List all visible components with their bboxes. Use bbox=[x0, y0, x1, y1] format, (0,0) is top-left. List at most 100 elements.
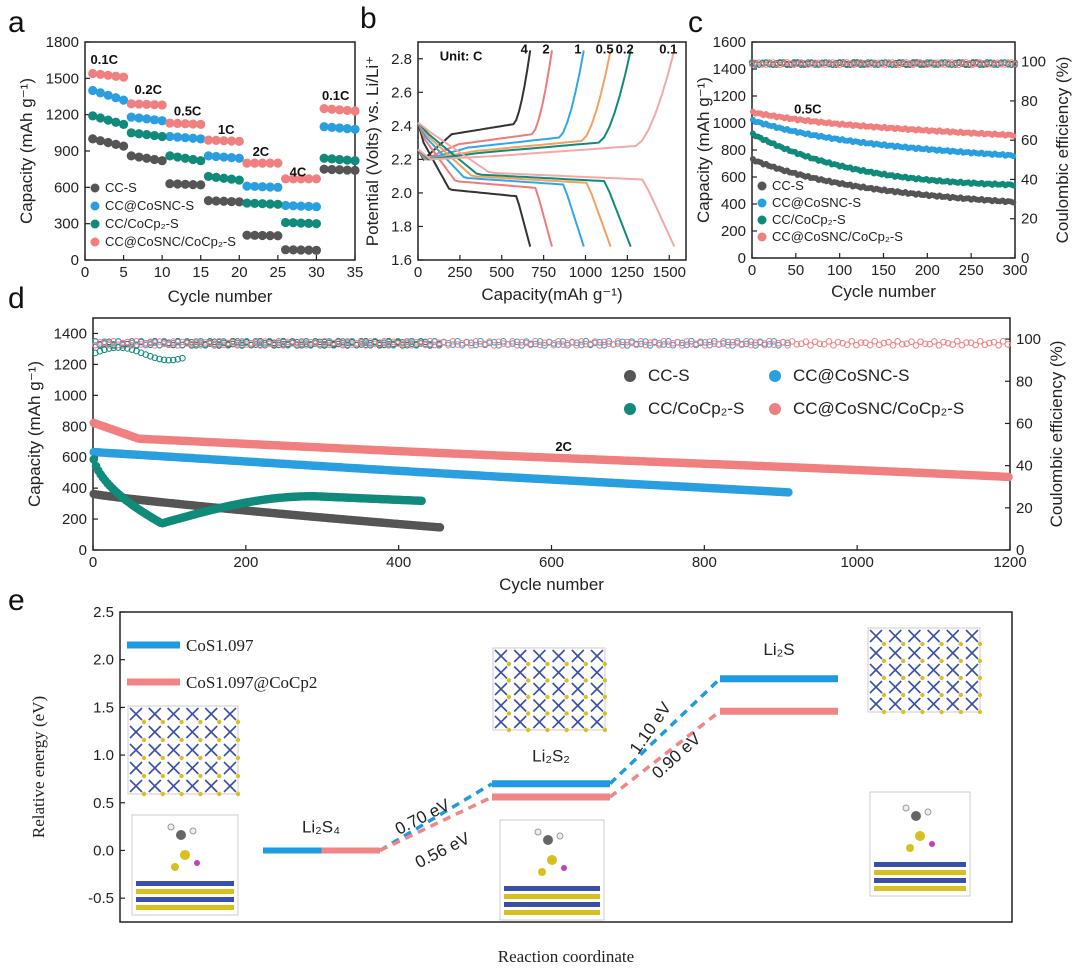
y-tick-label: 400 bbox=[721, 196, 746, 213]
rate-point bbox=[342, 155, 352, 165]
cobalt-atom bbox=[888, 680, 902, 694]
cobalt-atom bbox=[927, 629, 941, 643]
ce-point bbox=[850, 61, 857, 69]
rate-point bbox=[88, 68, 98, 79]
sulfur-atom bbox=[602, 694, 608, 700]
y2-tick-label: 100 bbox=[1021, 54, 1046, 71]
ce-point bbox=[921, 340, 929, 348]
x-axis-label: Cycle number bbox=[831, 282, 936, 301]
sulfur-atom bbox=[179, 773, 184, 779]
legend-entry: CC@CoSNC-S bbox=[105, 198, 194, 213]
rate-point bbox=[350, 156, 360, 166]
y-axis-label: Coulombic efficiency (%) bbox=[1047, 341, 1066, 528]
ce-point bbox=[765, 337, 773, 345]
sulfur-atom bbox=[235, 755, 241, 761]
rate-point bbox=[134, 113, 144, 123]
ce-point bbox=[769, 61, 777, 68]
slab-layer bbox=[136, 905, 234, 910]
rate-point bbox=[118, 141, 129, 151]
ce-point bbox=[490, 342, 498, 349]
x-tick-label: 300 bbox=[1002, 262, 1027, 279]
y-axis-label: Coulombic efficiency (%) bbox=[1053, 57, 1072, 244]
molecule-atom bbox=[915, 831, 925, 841]
cobalt-atom bbox=[907, 697, 921, 711]
ce-point bbox=[833, 60, 840, 68]
sulfur-atom bbox=[545, 678, 550, 683]
molecule-atom bbox=[906, 844, 914, 852]
sulfur-atom bbox=[881, 709, 887, 715]
capacity-point bbox=[1010, 153, 1017, 160]
ce-point bbox=[279, 342, 287, 349]
ce-point bbox=[124, 345, 131, 352]
ce-point bbox=[917, 61, 924, 69]
capacity-point bbox=[1004, 472, 1013, 482]
sulfur-atom bbox=[958, 658, 963, 664]
rate-point bbox=[304, 218, 314, 228]
rate-point bbox=[250, 198, 260, 208]
ce-point bbox=[990, 338, 998, 346]
ce-point bbox=[541, 339, 548, 347]
ce-point bbox=[215, 340, 223, 348]
ce-point bbox=[776, 61, 784, 69]
ce-point bbox=[197, 341, 205, 349]
rate-point bbox=[288, 218, 298, 228]
sulfur-atom bbox=[977, 675, 983, 681]
y-axis-label: Relative energy (eV) bbox=[29, 696, 48, 838]
rate-point bbox=[165, 131, 175, 142]
legend-marker bbox=[757, 181, 767, 191]
rate-point bbox=[126, 99, 136, 109]
rate-point bbox=[203, 135, 214, 145]
ce-point bbox=[875, 59, 882, 66]
ce-point bbox=[948, 59, 955, 66]
sulfur-atom bbox=[901, 692, 906, 698]
sulfur-atom bbox=[564, 661, 569, 667]
ce-point bbox=[917, 59, 924, 66]
ce-point bbox=[847, 60, 854, 67]
ce-point bbox=[697, 338, 704, 345]
ce-point bbox=[752, 339, 759, 346]
sulfur-atom bbox=[977, 709, 983, 715]
ce-point bbox=[445, 341, 452, 349]
ce-point bbox=[788, 338, 796, 345]
state-label: Li₂S₄ bbox=[302, 817, 340, 836]
ce-point bbox=[371, 340, 379, 348]
ce-point bbox=[156, 355, 163, 363]
slab-layer bbox=[136, 897, 234, 902]
cobalt-atom bbox=[204, 725, 218, 739]
sulfur-atom bbox=[217, 791, 222, 797]
sulfur-atom bbox=[939, 641, 944, 647]
ce-point bbox=[966, 60, 973, 67]
ce-point bbox=[435, 339, 443, 347]
sulfur-atom bbox=[881, 658, 887, 664]
ce-point bbox=[973, 60, 980, 68]
ce-point bbox=[821, 340, 828, 348]
ce-point bbox=[192, 337, 200, 345]
ce-point bbox=[688, 340, 695, 348]
sulfur-atom bbox=[939, 658, 944, 664]
ce-point bbox=[955, 61, 962, 69]
sulfur-atom bbox=[506, 661, 512, 667]
rate-point bbox=[95, 113, 106, 123]
cobalt-atom bbox=[204, 761, 218, 775]
ce-point bbox=[536, 338, 544, 345]
ce-point bbox=[266, 340, 273, 348]
cobalt-atom bbox=[129, 779, 143, 793]
ce-point bbox=[234, 341, 241, 349]
transition-line bbox=[379, 782, 493, 852]
ce-point bbox=[646, 342, 654, 349]
ce-point bbox=[724, 338, 732, 346]
ce-point bbox=[513, 338, 521, 346]
ce-point bbox=[976, 59, 984, 66]
ce-point bbox=[605, 337, 613, 345]
ce-point bbox=[892, 60, 899, 68]
ce-point bbox=[174, 342, 182, 349]
cobalt-atom bbox=[552, 665, 566, 680]
sulfur-atom bbox=[583, 694, 588, 700]
sulfur-atom bbox=[545, 661, 550, 667]
chart-a: 0 5 10 15 20 25 30 35 0 300 600 900 1200 1500 1800 Cycl… bbox=[17, 34, 363, 306]
rate-point bbox=[126, 128, 136, 138]
ce-point bbox=[822, 61, 829, 68]
molecule-atom bbox=[171, 863, 179, 871]
cobalt-atom bbox=[927, 646, 941, 660]
rate-point bbox=[111, 93, 121, 103]
